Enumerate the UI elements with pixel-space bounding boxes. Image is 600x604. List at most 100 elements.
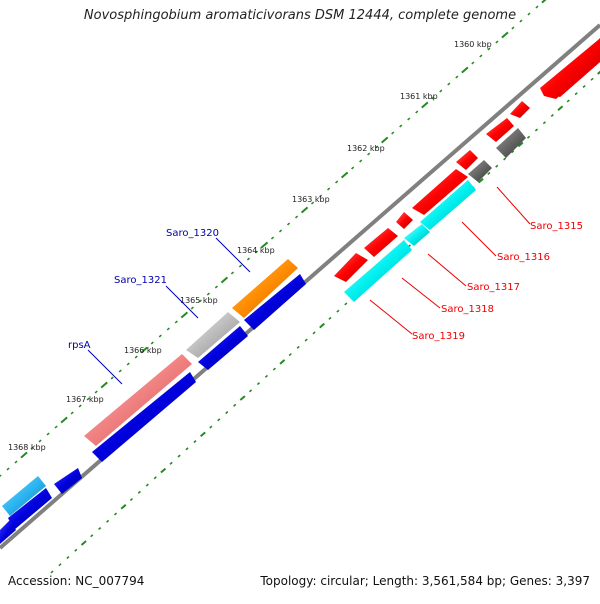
gene-label-saro-1315[interactable]: Saro_1315 xyxy=(530,221,583,232)
tick-label-group: 1360 kbp 1361 kbp 1362 kbp 1363 kbp 1364… xyxy=(8,40,492,452)
accession-label: Accession: NC_007794 xyxy=(8,574,145,588)
tick-dot xyxy=(238,264,243,268)
tick-dot xyxy=(38,439,42,443)
tick-dot xyxy=(126,362,130,366)
tick-dot xyxy=(477,177,484,184)
tick-dot xyxy=(264,374,269,378)
tick-dot xyxy=(185,447,189,451)
tick-dot xyxy=(118,369,122,373)
tick-dot xyxy=(511,150,515,154)
gene-arrow-blue xyxy=(0,520,16,544)
leader-line-saro-1318 xyxy=(401,277,441,309)
tick-dot xyxy=(288,353,292,357)
tick-dot xyxy=(582,84,586,89)
tick-dot xyxy=(310,201,315,205)
tick-dot xyxy=(153,476,157,480)
tick-dot xyxy=(447,82,451,86)
tick-dot xyxy=(312,331,316,335)
tick-dot xyxy=(190,306,194,310)
tick-dot xyxy=(381,136,389,144)
tick-dot xyxy=(534,128,539,132)
gene-labels: Saro_1315 Saro_1316 Saro_1317 Saro_1318 … xyxy=(68,221,583,351)
tick-dot xyxy=(60,416,68,424)
forward-strand-genes xyxy=(2,38,600,516)
tick-dot xyxy=(233,403,237,407)
gene-arrow-red xyxy=(540,38,600,99)
leader-line-saro-1321 xyxy=(165,285,199,319)
gene-label-saro-1318[interactable]: Saro_1318 xyxy=(441,304,494,315)
gene-arrow-blue xyxy=(198,326,248,370)
leader-line-saro-1315 xyxy=(496,186,531,225)
tick-dot xyxy=(158,334,162,338)
tick-dot xyxy=(487,171,491,175)
gene-arrow-red xyxy=(334,253,368,282)
tick-dot xyxy=(254,250,259,254)
gene-arrow-cyan xyxy=(420,180,476,230)
gene-label-saro-1319[interactable]: Saro_1319 xyxy=(412,331,465,342)
tick-label-1365: 1365 kbp xyxy=(180,296,218,305)
tick-label-1362: 1362 kbp xyxy=(347,144,385,153)
leader-line-rpsa xyxy=(87,349,123,385)
gene-arrow-blue xyxy=(54,468,82,494)
tick-dot xyxy=(407,117,411,121)
tick-dot xyxy=(106,519,110,523)
tick-dot xyxy=(519,19,523,23)
tick-dot xyxy=(272,367,276,371)
reverse-strand-genes xyxy=(0,128,526,544)
gene-arrow-skyblue xyxy=(2,476,46,516)
tick-dot xyxy=(160,467,167,474)
tick-dot xyxy=(304,338,308,342)
tick-label-1360: 1360 kbp xyxy=(454,40,492,49)
gene-arrow-orange xyxy=(232,259,298,318)
tick-dot xyxy=(542,121,546,125)
tick-label-1361: 1361 kbp xyxy=(400,92,438,101)
tick-dot xyxy=(199,431,206,438)
gene-label-rpsa[interactable]: rpsA xyxy=(68,340,91,351)
tick-dot xyxy=(90,534,94,538)
tick-dot xyxy=(140,346,148,354)
leader-line-saro-1316 xyxy=(461,221,497,257)
tick-dot xyxy=(260,241,269,249)
tick-dot xyxy=(439,89,443,93)
tick-dot xyxy=(590,77,594,81)
tick-dot xyxy=(495,40,499,44)
tick-dot xyxy=(296,345,300,349)
gene-label-saro-1317[interactable]: Saro_1317 xyxy=(467,282,520,293)
tick-dot xyxy=(286,222,291,226)
leader-line-saro-1317 xyxy=(427,253,467,287)
gene-arrow-cyan xyxy=(404,224,430,246)
tick-dot xyxy=(344,302,348,306)
gene-label-saro-1316[interactable]: Saro_1316 xyxy=(497,252,550,263)
gene-arrow-red xyxy=(396,212,413,229)
gene-label-saro-1321[interactable]: Saro_1321 xyxy=(114,275,167,286)
tick-dot xyxy=(6,467,10,471)
tick-dot xyxy=(209,425,213,429)
tick-dot xyxy=(367,152,371,156)
gene-arrow-cyan xyxy=(344,240,412,302)
gene-arrow-blue xyxy=(244,274,306,330)
tick-dot xyxy=(270,236,275,240)
tick-dot-rows xyxy=(0,0,600,574)
tick-dot xyxy=(319,322,325,329)
tick-dot xyxy=(70,411,74,415)
tick-label-1368: 1368 kbp xyxy=(8,443,46,452)
tick-dot xyxy=(74,548,78,552)
leader-line-saro-1319 xyxy=(369,299,413,335)
gene-arrow-red xyxy=(364,228,398,257)
tick-dot xyxy=(501,31,509,39)
tick-dot xyxy=(98,526,102,531)
tick-dot xyxy=(471,61,475,65)
label-leader-lines xyxy=(87,186,531,385)
tick-dot xyxy=(166,327,170,331)
tick-dot xyxy=(20,451,28,459)
tick-dot xyxy=(46,432,50,436)
tick-dot xyxy=(120,504,127,510)
gene-arrow-red xyxy=(456,150,478,170)
gene-label-saro-1320[interactable]: Saro_1320 xyxy=(166,228,219,239)
gene-arrow-darkgray xyxy=(468,160,492,182)
tick-dot xyxy=(351,166,355,170)
tick-dot xyxy=(487,47,491,51)
tick-label-1367: 1367 kbp xyxy=(66,395,104,404)
tick-dot xyxy=(328,316,332,320)
